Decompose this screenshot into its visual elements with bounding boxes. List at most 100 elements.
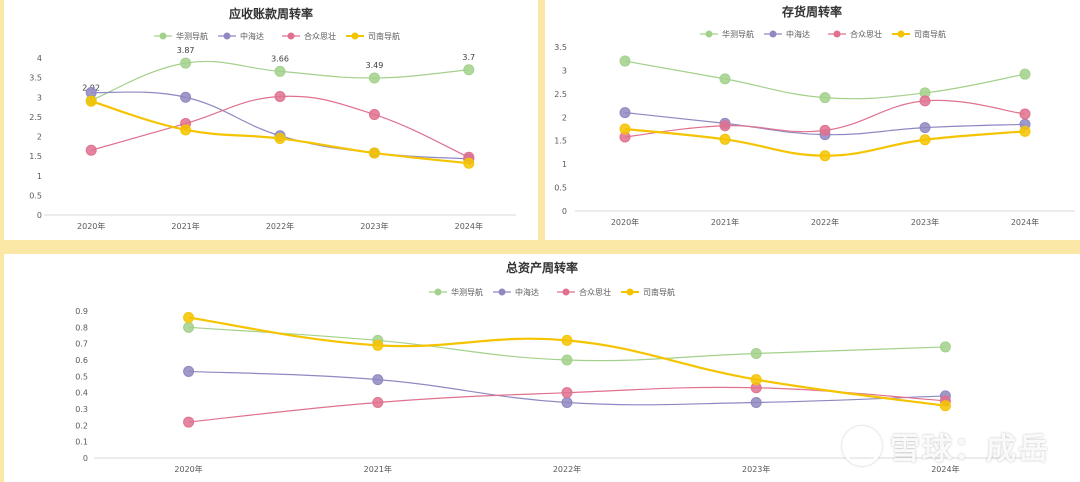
y-tick-label: 3.5 xyxy=(29,74,42,83)
data-point[interactable] xyxy=(750,396,762,408)
legend-item[interactable]: 华测导航 xyxy=(154,31,208,41)
data-point[interactable] xyxy=(368,147,380,159)
data-point[interactable] xyxy=(561,354,573,366)
legend-label: 司南导航 xyxy=(643,287,675,297)
data-point[interactable] xyxy=(750,374,762,386)
data-point[interactable] xyxy=(561,396,573,408)
x-tick-label: 2022年 xyxy=(266,221,294,231)
data-point[interactable] xyxy=(561,387,573,399)
chart-title: 应收账款周转率 xyxy=(229,6,313,21)
data-point[interactable] xyxy=(819,124,831,136)
data-point[interactable] xyxy=(183,312,195,324)
legend-label: 合众思壮 xyxy=(304,31,336,41)
data-point[interactable] xyxy=(619,123,631,135)
legend-item[interactable]: 司南导航 xyxy=(621,287,675,297)
x-tick-label: 2020年 xyxy=(611,217,639,227)
legend-item[interactable]: 中海达 xyxy=(493,287,539,297)
legend-item[interactable]: 华测导航 xyxy=(429,287,483,297)
legend-label: 合众思壮 xyxy=(579,287,611,297)
y-tick-label: 3 xyxy=(37,93,42,102)
data-label: 3.66 xyxy=(271,54,289,63)
legend-item[interactable]: 中海达 xyxy=(218,31,264,41)
x-tick-label: 2021年 xyxy=(711,217,739,227)
data-point[interactable] xyxy=(180,57,192,69)
data-point[interactable] xyxy=(274,90,286,102)
data-point[interactable] xyxy=(819,150,831,162)
x-tick-label: 2024年 xyxy=(931,464,959,474)
data-point[interactable] xyxy=(1019,108,1031,120)
y-tick-label: 0 xyxy=(37,211,42,220)
legend-label: 中海达 xyxy=(240,31,264,41)
y-tick-label: 2.5 xyxy=(554,90,567,99)
data-point[interactable] xyxy=(183,416,195,428)
x-tick-label: 2020年 xyxy=(174,464,202,474)
watermark-text: 雪球：成岳 xyxy=(890,432,1050,467)
legend-label: 司南导航 xyxy=(914,29,946,39)
legend-item[interactable]: 合众思壮 xyxy=(557,287,611,297)
data-point[interactable] xyxy=(274,65,286,77)
data-point[interactable] xyxy=(561,334,573,346)
data-point[interactable] xyxy=(1019,125,1031,137)
data-point[interactable] xyxy=(619,107,631,119)
x-tick-label: 2022年 xyxy=(811,217,839,227)
data-point[interactable] xyxy=(919,122,931,134)
y-tick-label: 3.5 xyxy=(554,43,567,52)
legend-label: 华测导航 xyxy=(722,29,754,39)
data-point[interactable] xyxy=(368,109,380,121)
data-point[interactable] xyxy=(819,92,831,104)
data-point[interactable] xyxy=(372,374,384,386)
data-point[interactable] xyxy=(939,341,951,353)
legend-item[interactable]: 华测导航 xyxy=(700,29,754,39)
data-point[interactable] xyxy=(85,95,97,107)
data-point[interactable] xyxy=(463,157,475,169)
y-tick-label: 4 xyxy=(37,54,42,63)
y-tick-label: 3 xyxy=(562,66,567,75)
x-tick-label: 2023年 xyxy=(911,217,939,227)
x-tick-label: 2024年 xyxy=(1011,217,1039,227)
data-point[interactable] xyxy=(274,132,286,144)
data-point[interactable] xyxy=(85,144,97,156)
data-point[interactable] xyxy=(368,72,380,84)
data-point[interactable] xyxy=(372,396,384,408)
y-tick-label: 1 xyxy=(562,160,567,169)
x-tick-label: 2021年 xyxy=(364,464,392,474)
y-tick-label: 0.2 xyxy=(75,421,88,430)
data-point[interactable] xyxy=(719,73,731,85)
data-point[interactable] xyxy=(180,91,192,103)
legend-label: 华测导航 xyxy=(451,287,483,297)
y-tick-label: 0.1 xyxy=(75,438,88,447)
data-point[interactable] xyxy=(183,321,195,333)
inventory-turnover-chart-panel: 存货周转率 华测导航 中海达 合众思壮 司南导航 0 0.5 1 1.5 2 2.5 3 3.5 2020… xyxy=(545,0,1080,240)
data-point[interactable] xyxy=(919,95,931,107)
data-point[interactable] xyxy=(372,339,384,351)
legend-item[interactable]: 中海达 xyxy=(764,29,810,39)
y-tick-label: 0.5 xyxy=(75,372,88,381)
legend-item[interactable]: 合众思壮 xyxy=(282,31,336,41)
legend-item[interactable]: 司南导航 xyxy=(892,29,946,39)
x-tick-label: 2020年 xyxy=(77,221,105,231)
x-tick-label: 2021年 xyxy=(171,221,199,231)
legend-label: 华测导航 xyxy=(176,31,208,41)
data-point[interactable] xyxy=(183,365,195,377)
data-point[interactable] xyxy=(919,134,931,146)
snowball-logo-icon xyxy=(842,426,882,466)
series-line xyxy=(91,95,470,158)
data-point[interactable] xyxy=(1019,68,1031,80)
y-tick-label: 0.7 xyxy=(75,340,88,349)
y-tick-label: 2.5 xyxy=(29,113,42,122)
y-tick-label: 1.5 xyxy=(29,152,42,161)
data-point[interactable] xyxy=(719,133,731,145)
watermark: 雪球：成岳 xyxy=(842,424,1050,468)
data-point[interactable] xyxy=(619,55,631,67)
data-point[interactable] xyxy=(463,64,475,76)
data-point[interactable] xyxy=(180,124,192,136)
data-point[interactable] xyxy=(750,347,762,359)
legend-item[interactable]: 合众思壮 xyxy=(828,29,882,39)
y-tick-label: 0.3 xyxy=(75,405,88,414)
data-point[interactable] xyxy=(939,400,951,412)
legend-item[interactable]: 司南导航 xyxy=(346,31,400,41)
data-point[interactable] xyxy=(719,120,731,132)
y-tick-label: 0.4 xyxy=(75,389,88,398)
data-label: 3.7 xyxy=(462,53,475,62)
